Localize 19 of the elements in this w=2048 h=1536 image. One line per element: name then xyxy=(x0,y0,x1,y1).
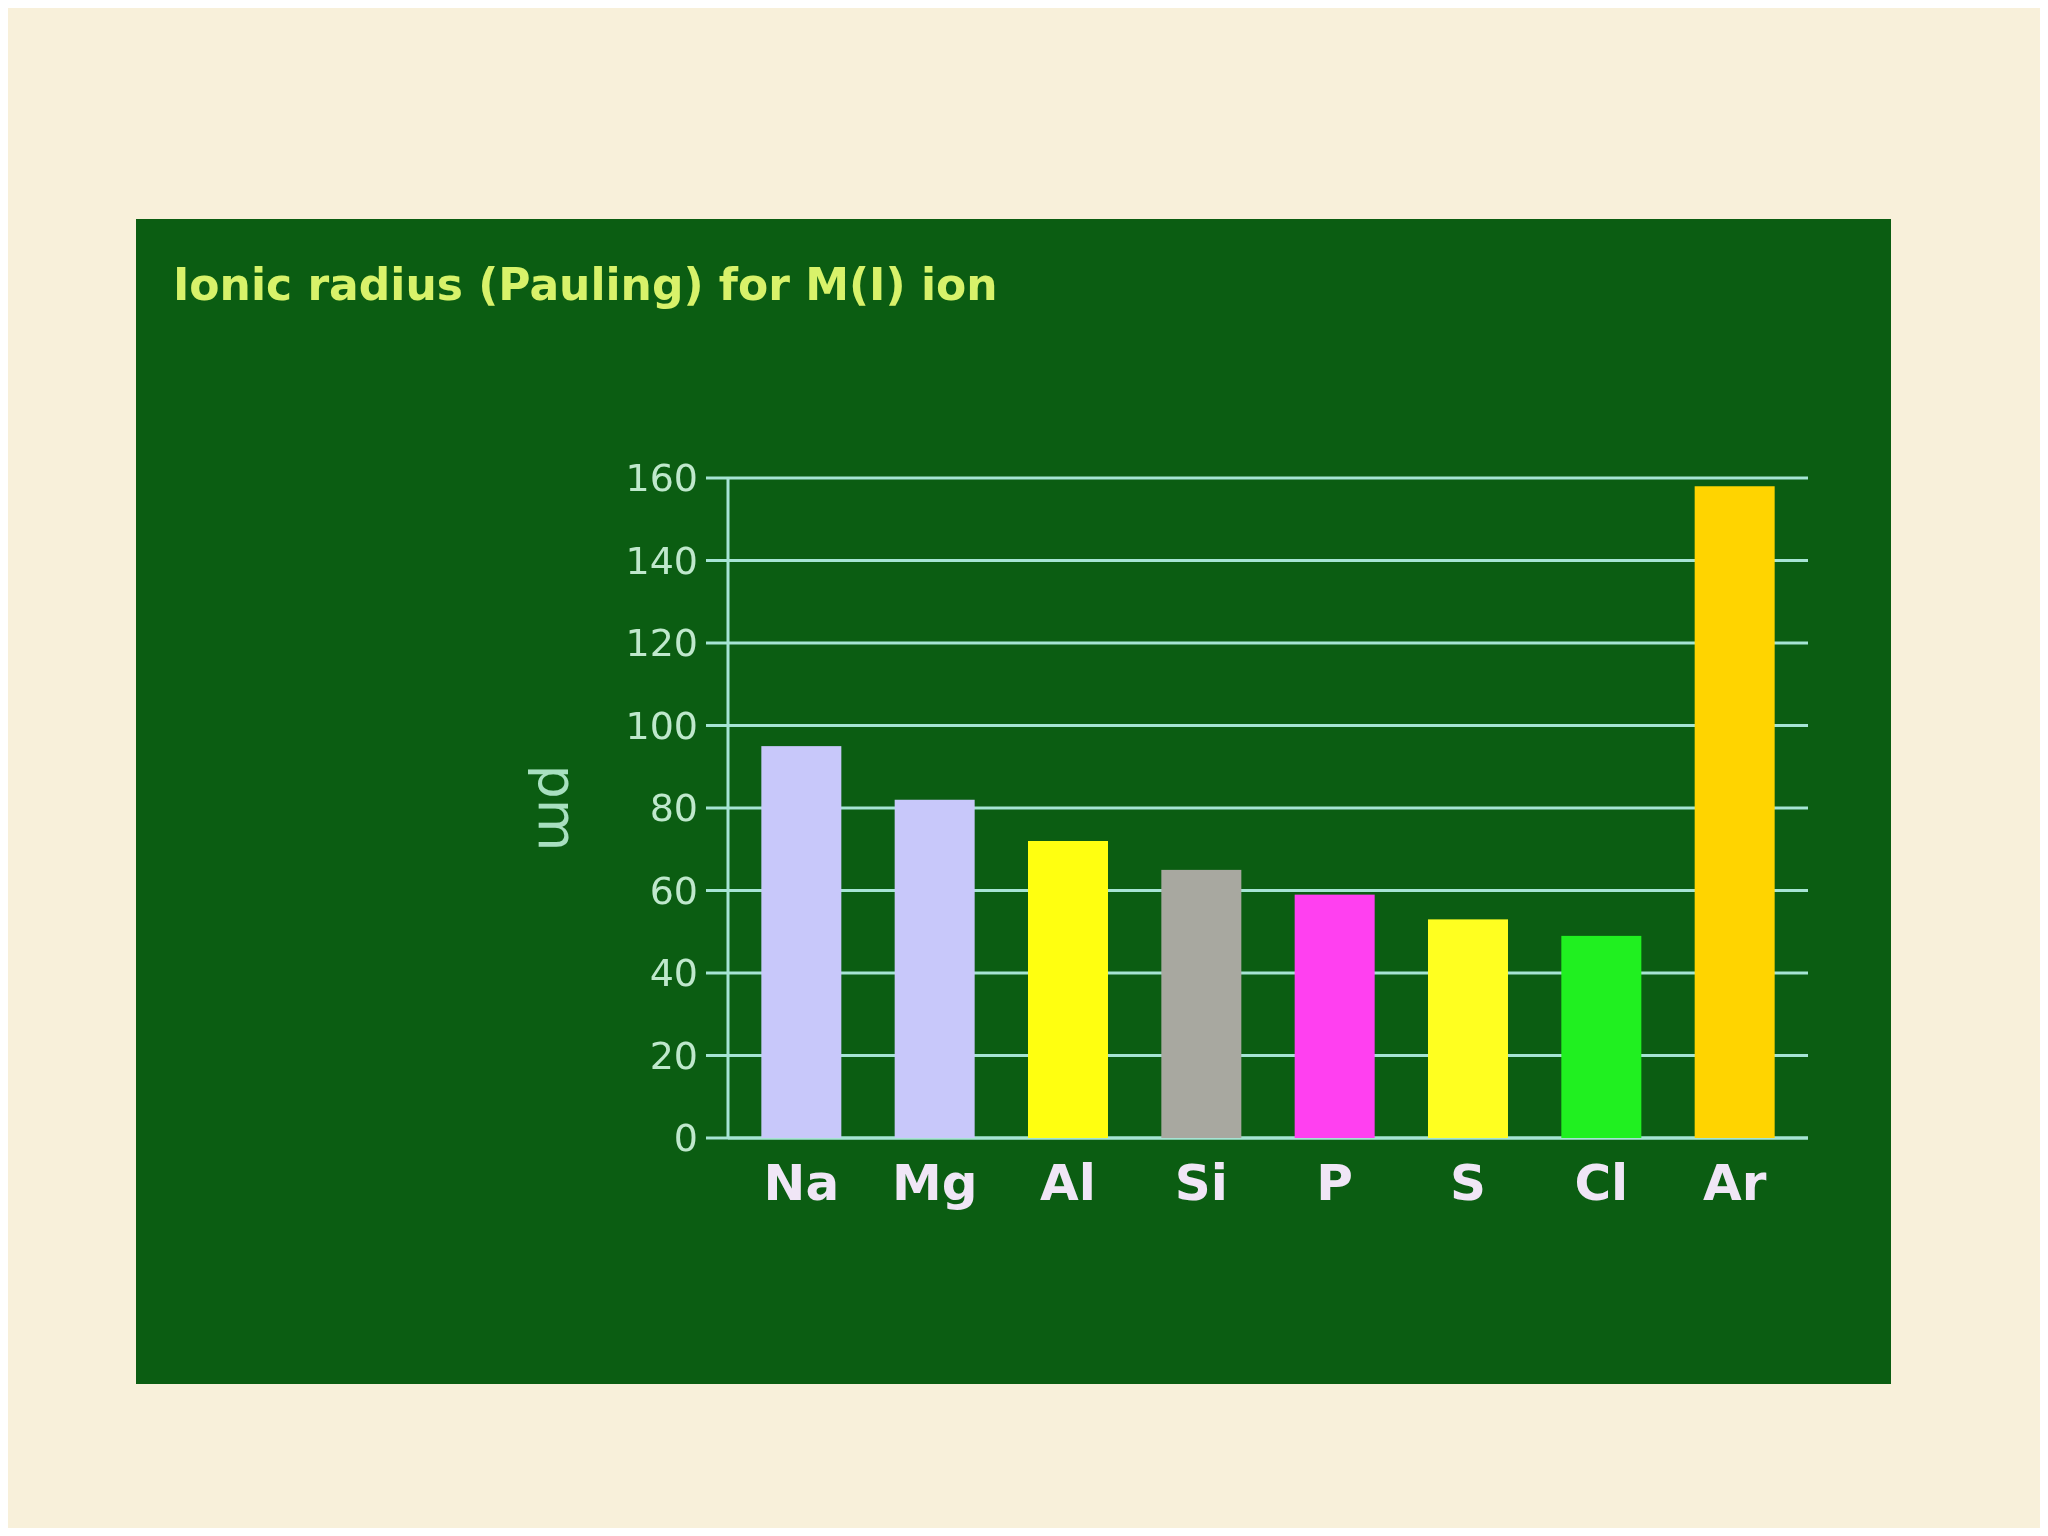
x-tick-label: Mg xyxy=(891,1154,978,1212)
y-tick-label: 40 xyxy=(649,951,698,996)
x-tick-label: P xyxy=(1316,1154,1353,1212)
x-tick-label: Ar xyxy=(1702,1154,1767,1212)
x-tick-label: Si xyxy=(1174,1154,1228,1212)
y-tick-label: 160 xyxy=(625,456,698,501)
x-tick-label: Cl xyxy=(1574,1154,1629,1212)
y-tick-label: 0 xyxy=(673,1116,698,1161)
y-tick-label: 60 xyxy=(649,868,698,913)
y-tick-label: 120 xyxy=(625,621,698,666)
chart-title: Ionic radius (Pauling) for M(I) ion xyxy=(173,259,998,310)
x-tick-label: Na xyxy=(763,1154,840,1212)
y-tick-label: 140 xyxy=(625,538,698,583)
y-tick-label: 80 xyxy=(649,786,698,831)
x-tick-label: Al xyxy=(1040,1154,1096,1212)
y-tick-label: 100 xyxy=(625,703,698,748)
y-tick-label: 20 xyxy=(649,1033,698,1078)
y-axis-title: pm xyxy=(526,764,590,852)
x-tick-label: S xyxy=(1449,1154,1487,1212)
